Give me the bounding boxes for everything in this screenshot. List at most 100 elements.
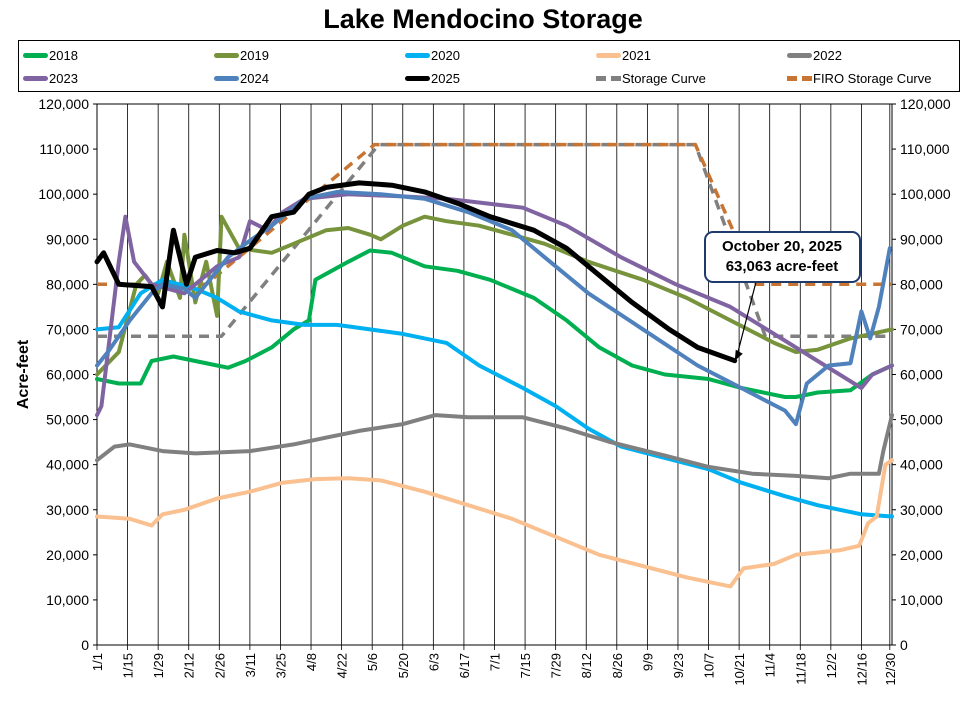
series-line-storage-curve [97,142,892,338]
y-tick-label-right: 30,000 [900,502,943,518]
y-tick-label: 80,000 [46,276,89,292]
x-tick-label: 5/6 [365,653,380,671]
x-tick-label: 12/16 [854,653,869,686]
x-tick-label: 1/1 [90,653,105,671]
y-tick-label-right: 80,000 [900,276,943,292]
y-tick-label-right: 70,000 [900,321,943,337]
legend-swatch [787,75,812,81]
legend-label: FIRO Storage Curve [813,70,932,86]
x-tick-label: 12/2 [824,653,839,678]
annotation-box [704,231,861,283]
y-tick-label-right: 100,000 [900,186,951,202]
legend-item: 2025 [405,70,460,86]
legend-swatch [596,52,621,58]
x-tick-label: 10/21 [732,653,747,686]
y-axis-label: Acre-feet [15,339,32,409]
legend-label: 2018 [49,47,78,63]
x-tick-label: 4/8 [304,653,319,671]
legend-swatch [214,52,239,58]
x-tick-label: 7/1 [488,653,503,671]
y-tick-label-right: 40,000 [900,457,943,473]
series-line-2023 [95,192,894,418]
series-line-2019 [95,214,894,377]
legend-item: 2024 [214,70,269,86]
legend-item: 2021 [596,47,651,63]
x-tick-label: 9/9 [640,653,655,671]
legend-item: FIRO Storage Curve [787,70,932,86]
x-tick-label: 12/30 [883,653,898,686]
legend-label: 2019 [240,47,269,63]
legend-item: 2018 [23,47,78,63]
x-tick-label: 2/26 [212,653,227,678]
legend-item: Storage Curve [596,70,706,86]
x-tick-label: 1/29 [151,653,166,678]
y-tick-label: 90,000 [46,231,89,247]
x-tick-label: 4/22 [335,653,350,678]
legend-label: Storage Curve [622,70,706,86]
y-tick-label-right: 90,000 [900,231,943,247]
y-tick-label: 120,000 [38,96,89,112]
legend-swatch [405,75,430,81]
x-tick-label: 7/29 [549,653,564,678]
y-tick-label-right: 0 [900,637,908,653]
y-tick-label-right: 10,000 [900,592,943,608]
legend-swatch [23,75,48,81]
x-tick-label: 11/18 [793,653,808,685]
legend-label: 2024 [240,70,269,86]
series-line-2024 [95,189,892,427]
x-tick-label: 2/12 [182,653,197,678]
legend-swatch [405,52,430,58]
legend-label: 2022 [813,47,842,63]
series-line-2021 [95,458,894,589]
x-tick-label: 3/11 [243,653,258,677]
legend-label: 2021 [622,47,651,63]
y-tick-label: 110,000 [39,141,89,157]
y-tick-label: 0 [81,637,89,653]
legend-item: 2023 [23,70,78,86]
legend-item: 2019 [214,47,269,63]
legend-swatch [23,52,48,58]
y-tick-label-right: 60,000 [900,367,943,383]
legend-item: 2020 [405,47,460,63]
series-line-2022 [95,413,894,481]
y-tick-label: 50,000 [46,412,89,428]
chart-title: Lake Mendocino Storage [323,4,643,34]
y-tick-label: 20,000 [46,547,89,563]
series-line-2018 [95,248,894,399]
annotation-arrow [736,281,757,357]
legend-swatch [596,75,621,81]
x-tick-label: 8/26 [610,653,625,678]
x-tick-label: 10/7 [702,653,717,678]
series-line-2020 [95,277,894,519]
legend: 2018 2019 2020 2021 2022 2023 2024 2025 Storage … [18,40,960,92]
x-tick-label: 9/23 [671,653,686,678]
y-tick-label: 10,000 [46,592,89,608]
x-tick-label: 1/15 [121,653,136,678]
y-tick-label-right: 50,000 [900,412,943,428]
y-tick-label: 100,000 [38,186,89,202]
y-tick-label: 70,000 [46,321,89,337]
series-line-2025 [94,180,738,364]
y-tick-label: 60,000 [46,367,89,383]
x-tick-label: 5/20 [396,653,411,678]
legend-swatch [214,75,239,81]
annotation-date: October 20, 2025 [722,238,842,255]
legend-label: 2023 [49,70,78,86]
legend-label: 2020 [431,47,460,63]
x-tick-label: 7/15 [518,653,533,678]
y-tick-label: 40,000 [46,457,89,473]
annotation-arrowhead [734,349,743,361]
x-tick-label: 6/17 [457,653,472,678]
legend-label: 2025 [431,70,460,86]
y-tick-label: 30,000 [46,502,89,518]
x-tick-label: 11/4 [763,653,778,677]
annotation-value: 63,063 acre-feet [726,258,839,275]
legend-swatch [787,52,812,58]
y-tick-label-right: 20,000 [900,547,943,563]
x-tick-label: 8/12 [579,653,594,678]
x-tick-label: 3/25 [273,653,288,678]
y-tick-label-right: 110,000 [900,141,950,157]
x-tick-label: 6/3 [426,653,441,671]
